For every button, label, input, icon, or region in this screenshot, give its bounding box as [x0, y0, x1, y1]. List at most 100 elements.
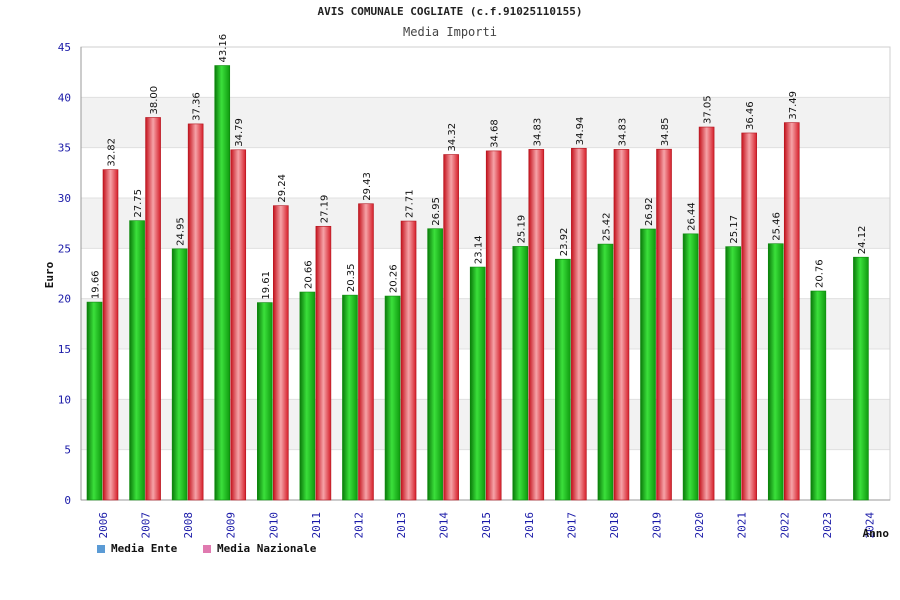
- bar-media-ente: [512, 246, 529, 501]
- x-tick-label: 2021: [736, 512, 749, 539]
- y-tick-label: 5: [64, 444, 71, 457]
- data-label: 37.05: [703, 95, 714, 124]
- y-tick-label: 30: [58, 192, 71, 205]
- data-label: 19.61: [261, 271, 272, 300]
- y-axis-label: Euro: [43, 261, 56, 288]
- bar-media-ente: [853, 256, 869, 501]
- y-tick-label: 25: [58, 242, 71, 255]
- x-tick-label: 2012: [352, 512, 365, 539]
- legend-item-media-nazionale: Media Nazionale: [203, 542, 316, 555]
- bar-media-nazionale: [443, 154, 459, 501]
- bar-media-nazionale: [528, 149, 545, 501]
- legend-swatch-media-ente: [97, 545, 105, 553]
- bar-media-nazionale: [485, 150, 502, 501]
- x-tick-label: 2016: [523, 512, 536, 539]
- bar-media-ente: [299, 291, 316, 501]
- bar-media-nazionale: [358, 203, 374, 501]
- x-tick-label: 2024: [863, 512, 876, 539]
- bar-media-ente: [767, 243, 784, 501]
- data-label: 20.76: [814, 259, 825, 288]
- y-tick-label: 10: [58, 393, 71, 406]
- data-label: 25.17: [729, 215, 740, 244]
- bar-media-ente: [86, 301, 103, 501]
- data-label: 32.82: [107, 138, 118, 167]
- bar-media-ente: [555, 258, 571, 501]
- data-label: 34.68: [490, 119, 501, 148]
- bar-media-ente: [725, 246, 741, 501]
- y-tick-label: 0: [64, 494, 71, 507]
- data-label: 24.12: [857, 226, 868, 255]
- bar-media-ente: [640, 228, 656, 501]
- data-label: 34.79: [234, 118, 245, 147]
- data-label: 24.95: [176, 217, 187, 246]
- data-label: 20.66: [303, 260, 314, 289]
- x-tick-label: 2013: [395, 512, 408, 539]
- data-label: 23.92: [559, 228, 570, 257]
- bar-media-ente: [469, 266, 486, 501]
- bar-media-nazionale: [741, 132, 757, 501]
- data-label: 34.83: [617, 118, 628, 147]
- legend-item-media-ente: Media Ente: [97, 542, 177, 555]
- y-tick-label: 45: [58, 41, 71, 54]
- chart-subtitle: Media Importi: [403, 25, 497, 39]
- y-tick-label: 15: [58, 343, 71, 356]
- x-tick-label: 2008: [182, 512, 195, 539]
- bar-media-nazionale: [698, 126, 715, 501]
- data-label: 20.35: [346, 264, 357, 293]
- data-label: 27.75: [133, 189, 144, 218]
- x-tick-label: 2019: [651, 512, 664, 539]
- x-tick-label: 2022: [778, 512, 791, 539]
- data-label: 19.66: [91, 270, 102, 299]
- data-label: 26.44: [687, 202, 698, 231]
- data-label: 26.92: [644, 197, 655, 226]
- x-tick-label: 2006: [97, 512, 110, 539]
- x-axis-label: Anno: [863, 527, 890, 540]
- data-label: 34.32: [447, 123, 458, 152]
- data-label: 20.26: [389, 264, 400, 293]
- data-label: 23.14: [474, 235, 485, 264]
- data-label: 27.71: [405, 189, 416, 218]
- bar-media-nazionale: [273, 205, 289, 501]
- x-tick-label: 2014: [438, 512, 451, 539]
- y-tick-label: 35: [58, 142, 71, 155]
- y-tick-label: 20: [58, 293, 71, 306]
- data-label: 29.24: [277, 174, 288, 203]
- bar-media-nazionale: [145, 117, 161, 501]
- bar-media-ente: [384, 295, 401, 501]
- legend-label-media-ente: Media Ente: [111, 542, 178, 555]
- x-tick-label: 2018: [608, 512, 621, 539]
- data-label: 36.46: [745, 101, 756, 130]
- bar-media-ente: [427, 228, 443, 501]
- legend-swatch-media-nazionale: [203, 545, 211, 553]
- bar-media-ente: [810, 290, 827, 501]
- data-label: 27.19: [319, 195, 330, 224]
- bar-media-nazionale: [230, 149, 247, 501]
- data-label: 25.46: [772, 212, 783, 241]
- bar-media-nazionale: [187, 123, 204, 501]
- data-label: 37.49: [788, 91, 799, 120]
- data-label: 34.83: [532, 118, 543, 147]
- bar-media-ente: [682, 233, 699, 501]
- bar-media-ente: [597, 243, 614, 501]
- y-tick-label: 40: [58, 91, 71, 104]
- data-label: 37.36: [192, 92, 203, 121]
- x-tick-label: 2020: [693, 512, 706, 539]
- bar-media-ente: [129, 220, 145, 501]
- bar-media-nazionale: [783, 122, 800, 501]
- data-label: 29.43: [362, 172, 373, 201]
- data-label: 43.16: [218, 34, 229, 63]
- data-label: 26.95: [431, 197, 442, 226]
- x-tick-label: 2009: [225, 512, 238, 539]
- data-label: 25.42: [601, 212, 612, 241]
- bar-media-nazionale: [400, 220, 417, 501]
- x-tick-label: 2015: [480, 512, 493, 539]
- x-tick-label: 2023: [821, 512, 834, 539]
- bar-media-nazionale: [613, 149, 630, 501]
- chart-title: AVIS COMUNALE COGLIATE (c.f.91025110155): [317, 5, 583, 18]
- x-tick-label: 2010: [267, 512, 280, 539]
- bar-media-ente: [214, 65, 231, 501]
- data-label: 38.00: [149, 86, 160, 115]
- data-label: 34.94: [575, 117, 586, 146]
- x-tick-label: 2007: [140, 512, 153, 539]
